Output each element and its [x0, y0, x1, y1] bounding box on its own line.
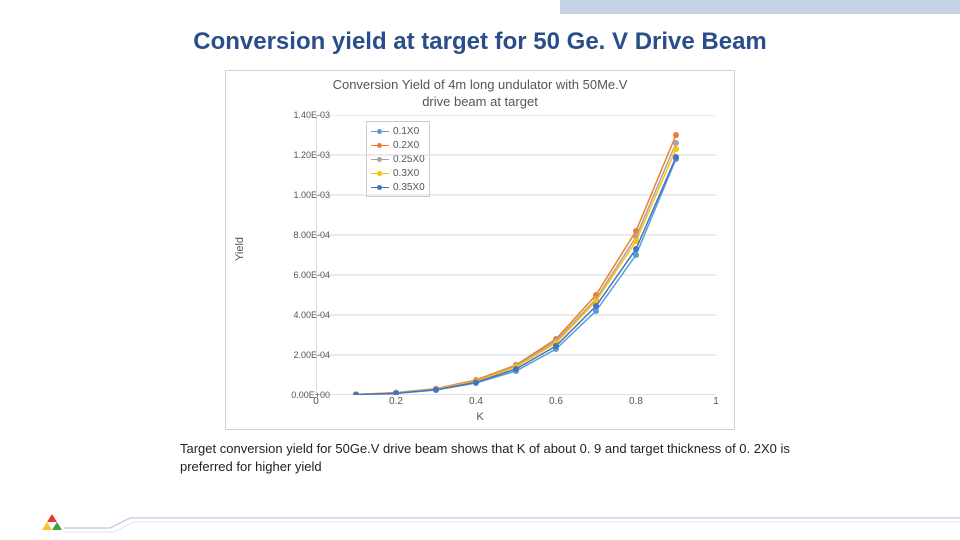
y-tick-label: 2.00E-04 — [260, 350, 330, 360]
x-tick-label: 0.6 — [549, 396, 563, 407]
x-tick-label: 0.4 — [469, 396, 483, 407]
slide: Conversion yield at target for 50 Ge. V … — [0, 0, 960, 540]
slide-caption: Target conversion yield for 50Ge.V drive… — [180, 440, 820, 475]
x-tick-label: 0.2 — [389, 396, 403, 407]
y-tick-label: 8.00E-04 — [260, 230, 330, 240]
x-axis-label: K — [476, 411, 483, 423]
chart-title-line2: drive beam at target — [422, 94, 538, 109]
y-tick-label: 1.20E-03 — [260, 150, 330, 160]
x-tick-label: 0.8 — [629, 396, 643, 407]
triangle-logo-icon — [40, 512, 64, 532]
y-tick-label: 4.00E-04 — [260, 310, 330, 320]
y-tick-label: 0.00E+00 — [260, 390, 330, 400]
x-tick-label: 0 — [313, 396, 319, 407]
y-axis-label: Yield — [234, 237, 246, 261]
slide-title: Conversion yield at target for 50 Ge. V … — [0, 28, 960, 56]
chart-plot — [316, 115, 716, 395]
y-tick-label: 6.00E-04 — [260, 270, 330, 280]
top-accent-bar — [560, 0, 960, 14]
chart-title-line1: Conversion Yield of 4m long undulator wi… — [333, 77, 628, 92]
chart-title: Conversion Yield of 4m long undulator wi… — [226, 71, 734, 113]
footer-lines — [0, 510, 960, 540]
x-tick-label: 1 — [713, 396, 719, 407]
chart-container: Conversion Yield of 4m long undulator wi… — [225, 70, 735, 430]
footer-decoration — [0, 510, 960, 540]
y-tick-label: 1.00E-03 — [260, 190, 330, 200]
y-tick-label: 1.40E-03 — [260, 110, 330, 120]
